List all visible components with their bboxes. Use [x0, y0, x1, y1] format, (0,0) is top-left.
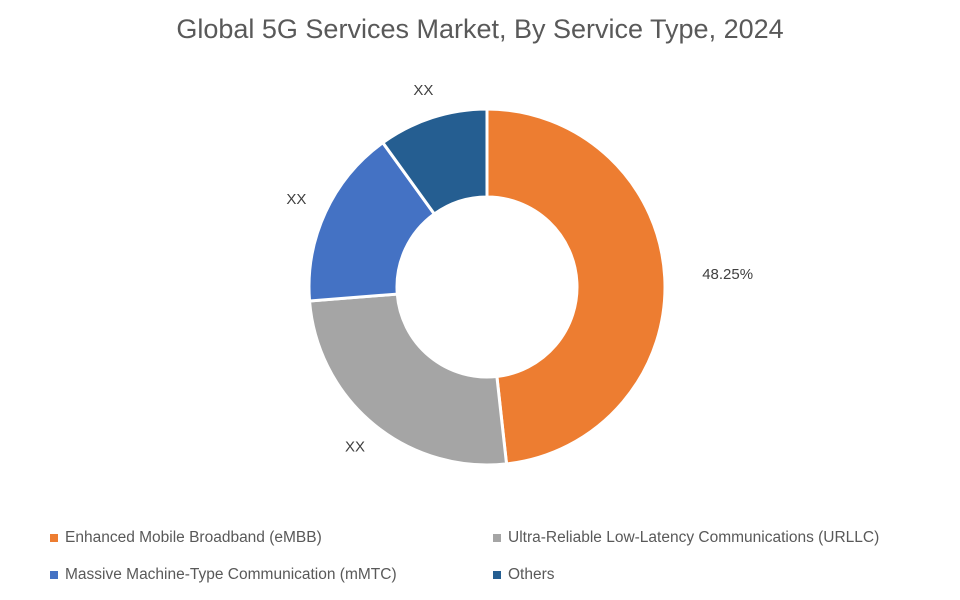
- slice-2: [307, 140, 437, 303]
- data-label-3: XX: [413, 82, 433, 99]
- slice-1: [307, 292, 509, 467]
- legend-item-1: Ultra-Reliable Low-Latency Communication…: [493, 529, 879, 547]
- legend-item-2: Massive Machine-Type Communication (mMTC…: [50, 566, 397, 584]
- legend-swatch: [493, 571, 501, 579]
- legend-item-0: Enhanced Mobile Broadband (eMBB): [50, 529, 322, 547]
- legend-swatch: [50, 534, 58, 542]
- data-label-1: XX: [345, 438, 365, 455]
- slice-3: [380, 107, 489, 217]
- legend-label: Enhanced Mobile Broadband (eMBB): [65, 529, 322, 546]
- legend-swatch: [50, 571, 58, 579]
- data-label-2: XX: [286, 191, 306, 208]
- legend-label: Others: [508, 566, 555, 583]
- slice-0: [485, 107, 667, 466]
- legend-swatch: [493, 534, 501, 542]
- legend-label: Massive Machine-Type Communication (mMTC…: [65, 566, 397, 583]
- legend-item-3: Others: [493, 566, 555, 584]
- legend-label: Ultra-Reliable Low-Latency Communication…: [508, 529, 880, 546]
- chart-title: Global 5G Services Market, By Service Ty…: [176, 14, 784, 44]
- data-label-0: 48.25%: [702, 266, 753, 283]
